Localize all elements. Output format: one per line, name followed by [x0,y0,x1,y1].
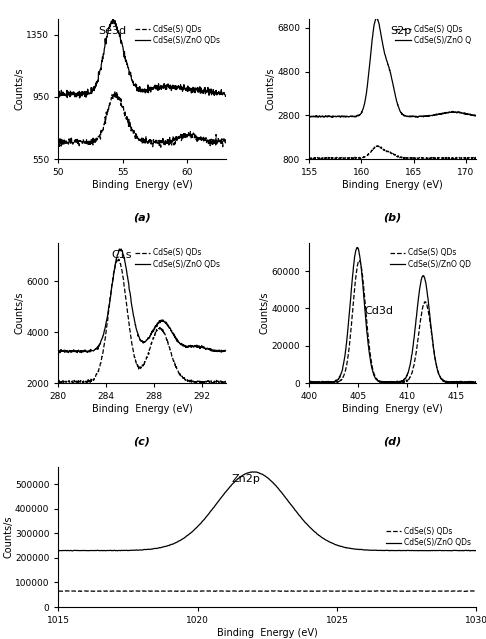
Text: Zn2p: Zn2p [232,474,261,484]
Text: C1s: C1s [112,250,132,260]
Y-axis label: Counts/s: Counts/s [15,292,25,334]
Text: (b): (b) [383,212,402,222]
X-axis label: Binding  Energy (eV): Binding Energy (eV) [342,180,443,190]
Text: Se3d: Se3d [98,26,126,36]
Legend: CdSe(S) QDs, CdSe(S)/ZnO QDs: CdSe(S) QDs, CdSe(S)/ZnO QDs [133,23,222,47]
X-axis label: Binding  Energy (eV): Binding Energy (eV) [91,180,192,190]
Text: (d): (d) [383,436,402,446]
Y-axis label: Counts/s: Counts/s [260,292,270,334]
Legend: CdSe(S) QDs, CdSe(S)/ZnO QD: CdSe(S) QDs, CdSe(S)/ZnO QD [388,247,472,270]
Text: (a): (a) [133,212,151,222]
Text: (c): (c) [134,436,150,446]
Legend: CdSe(S) QDs, CdSe(S)/ZnO Q: CdSe(S) QDs, CdSe(S)/ZnO Q [394,23,472,47]
X-axis label: Binding  Energy (eV): Binding Energy (eV) [91,404,192,414]
Y-axis label: Counts/s: Counts/s [15,68,25,111]
Legend: CdSe(S) QDs, CdSe(S)/ZnO QDs: CdSe(S) QDs, CdSe(S)/ZnO QDs [384,525,472,549]
Text: Cd3d: Cd3d [365,306,394,316]
X-axis label: Binding  Energy (eV): Binding Energy (eV) [217,628,318,638]
Text: S2p: S2p [390,26,412,36]
Y-axis label: Counts/s: Counts/s [3,516,14,558]
Y-axis label: Counts/s: Counts/s [266,68,276,111]
Legend: CdSe(S) QDs, CdSe(S)/ZnO QDs: CdSe(S) QDs, CdSe(S)/ZnO QDs [133,247,222,270]
X-axis label: Binding  Energy (eV): Binding Energy (eV) [342,404,443,414]
